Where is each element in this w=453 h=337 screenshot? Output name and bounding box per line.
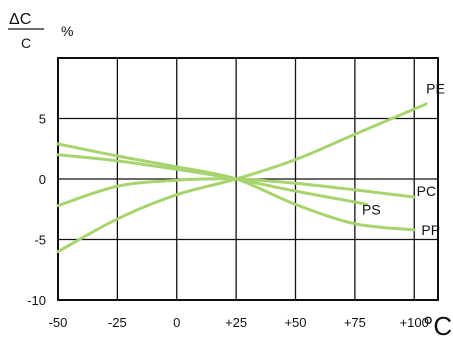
x-tick-label: 0 xyxy=(173,315,180,330)
x-tick-label: -50 xyxy=(49,315,68,330)
series-label-pc: PC xyxy=(417,183,436,199)
x-tick-label: -25 xyxy=(108,315,127,330)
y-tick-label: 0 xyxy=(39,172,46,187)
series-labels: PE PC PS PP xyxy=(362,80,445,238)
series-line-pp xyxy=(56,142,416,232)
y-tick-label: 5 xyxy=(39,112,46,127)
series-label-pe: PE xyxy=(426,80,445,96)
y-tick-label: -5 xyxy=(34,233,46,248)
x-tick-label: +25 xyxy=(225,315,247,330)
xlabel-unit: °C xyxy=(423,311,452,337)
series-lines xyxy=(56,102,428,254)
ylabel-numerator: ΔC xyxy=(9,11,31,28)
x-tick-label: +50 xyxy=(284,315,306,330)
ylabel-denominator: C xyxy=(21,35,31,51)
tick-labels: -50 -25 0 +25 +50 +75 +100 5 0 -5 -10 xyxy=(27,112,429,331)
series-label-ps: PS xyxy=(362,201,381,217)
x-tick-label: +75 xyxy=(344,315,366,330)
ylabel-unit: % xyxy=(61,23,73,39)
series-label-pp: PP xyxy=(421,222,440,238)
y-tick-label: -10 xyxy=(27,293,46,308)
x-tick-label: +100 xyxy=(400,315,429,330)
